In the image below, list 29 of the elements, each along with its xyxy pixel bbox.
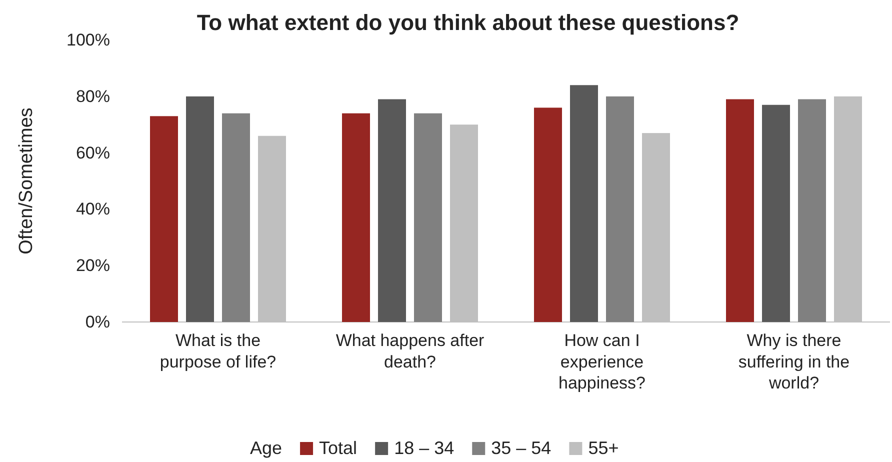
bar: [186, 96, 214, 322]
y-axis-title: Often/Sometimes: [16, 108, 37, 254]
x-tick-label: Why is there suffering in the world?: [738, 331, 850, 393]
legend-label: 18 – 34: [394, 438, 454, 458]
legend-label: 35 – 54: [491, 438, 552, 458]
y-tick-label: 60%: [76, 143, 110, 162]
bar: [414, 113, 442, 322]
bar: [798, 99, 826, 322]
x-tick-label: What is the purpose of life?: [160, 331, 276, 372]
bar: [342, 113, 370, 322]
legend-label: Total: [319, 438, 358, 458]
bar: [762, 104, 790, 322]
x-tick-label: How can I experience happiness?: [558, 331, 646, 393]
y-tick-label: 100%: [66, 30, 110, 50]
bar: [534, 108, 562, 322]
y-tick-label: 0%: [85, 312, 110, 332]
chart-title: To what extent do you think about these questions?: [196, 10, 740, 35]
bar: [150, 116, 178, 322]
y-tick-label: 40%: [76, 200, 110, 219]
bar: [570, 85, 598, 322]
bar: [378, 99, 406, 322]
bar: [222, 113, 250, 322]
y-tick-label: 80%: [76, 86, 110, 106]
legend-title: Age: [250, 438, 282, 458]
legend-label: 55+: [588, 438, 619, 458]
bar: [606, 96, 634, 322]
y-tick-label: 20%: [76, 256, 110, 276]
x-tick-label: What happens after death?: [336, 331, 485, 372]
bar: [726, 99, 754, 322]
